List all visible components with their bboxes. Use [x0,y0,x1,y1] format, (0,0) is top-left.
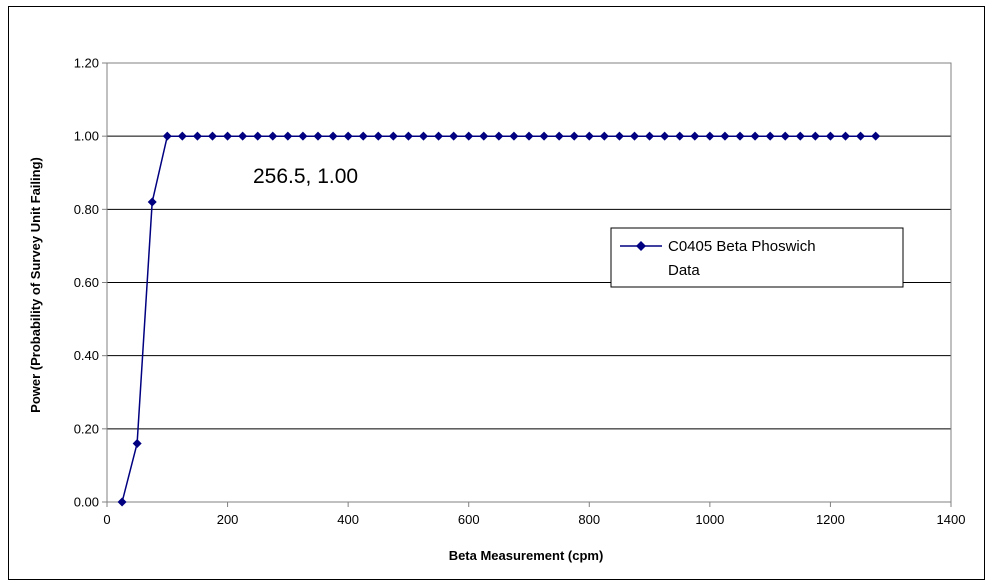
data-point-22 [449,131,459,141]
x-tick-label-2: 400 [337,512,359,527]
x-tick-label-5: 1000 [695,512,724,527]
data-point-29 [554,131,564,141]
legend: C0405 Beta Phoswich Data [610,227,904,288]
data-point-41 [735,131,745,141]
data-point-47 [825,131,835,141]
legend-label-line2: Data [668,262,700,279]
y-tick-label-0: 0.00 [74,495,99,510]
legend-marker [636,241,646,251]
data-point-14 [328,131,338,141]
data-point-25 [494,131,504,141]
chart-frame [8,6,985,580]
data-point-49 [856,131,866,141]
data-point-32 [599,131,609,141]
data-point-12 [298,131,308,141]
data-point-8 [238,131,248,141]
y-tick-label-4: 0.80 [74,202,99,217]
y-tick-label-3: 0.60 [74,275,99,290]
y-axis-title: Power (Probability of Survey Unit Failin… [28,157,43,413]
data-point-24 [479,131,489,141]
data-point-1 [132,438,142,448]
data-point-4 [177,131,187,141]
data-point-15 [343,131,353,141]
data-point-30 [569,131,579,141]
data-point-37 [675,131,685,141]
data-point-3 [162,131,172,141]
data-point-19 [403,131,413,141]
y-axis-ticks: 0.00 0.20 0.40 0.60 0.80 1.00 1.20 [74,56,107,510]
data-point-10 [268,131,278,141]
x-tick-label-4: 800 [578,512,600,527]
data-point-38 [690,131,700,141]
series-layer [117,131,881,507]
data-point-16 [358,131,368,141]
x-tick-label-6: 1200 [816,512,845,527]
x-axis-title: Beta Measurement (cpm) [449,548,604,563]
legend-label-line1: C0405 Beta Phoswich [668,238,816,255]
data-point-46 [810,131,820,141]
data-point-20 [419,131,428,141]
data-point-31 [584,131,594,141]
data-point-26 [509,131,519,141]
data-point-35 [645,131,655,141]
data-point-27 [524,131,534,141]
x-tick-label-7: 1400 [937,512,966,527]
data-point-28 [539,131,549,141]
data-point-9 [253,131,263,141]
data-point-11 [283,131,293,141]
x-tick-label-1: 200 [217,512,239,527]
x-axis-ticks: 0 200 400 600 800 1000 1200 1400 [103,502,965,527]
data-point-48 [841,131,850,141]
x-tick-label-3: 600 [458,512,480,527]
data-point-34 [630,131,639,141]
legend-box [610,227,904,288]
data-point-36 [660,131,670,141]
data-point-21 [434,131,444,141]
data-point-0 [117,497,127,507]
series-line-0 [121,135,876,503]
data-point-5 [192,131,202,141]
data-point-44 [780,131,790,141]
x-tick-label-0: 0 [103,512,110,527]
y-tick-label-6: 1.20 [74,56,99,71]
data-point-6 [208,131,217,141]
data-point-17 [373,131,383,141]
data-point-13 [313,131,323,141]
point-annotation: 256.5, 1.00 [253,165,358,188]
y-tick-label-5: 1.00 [74,129,99,144]
data-point-2 [147,197,157,207]
data-point-43 [765,131,775,141]
data-point-39 [705,131,715,141]
data-point-23 [464,131,474,141]
data-point-45 [795,131,805,141]
y-tick-label-1: 0.20 [74,421,99,436]
data-point-42 [750,131,760,141]
data-point-33 [614,131,624,141]
data-point-7 [223,131,233,141]
data-point-50 [871,131,881,141]
data-point-40 [720,131,730,141]
y-tick-label-2: 0.40 [74,348,99,363]
data-point-18 [388,131,398,141]
